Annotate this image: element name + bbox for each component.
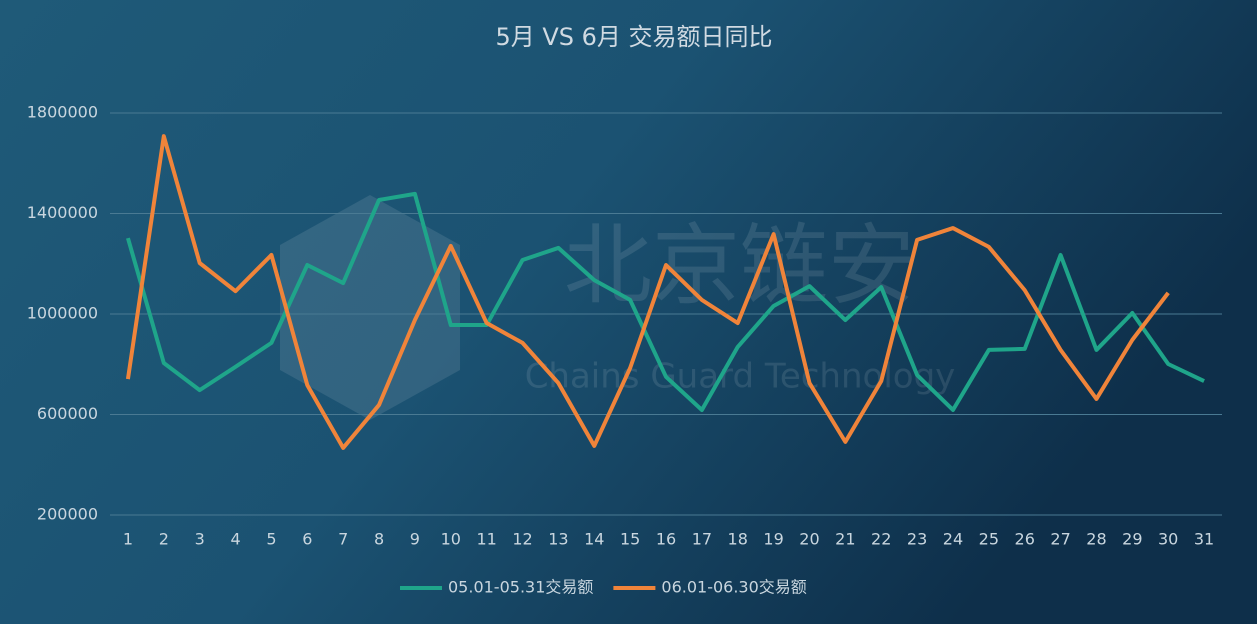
legend-label: 06.01-06.30交易额	[661, 578, 806, 597]
watermark-subtext: Chains Guard Technology	[525, 357, 956, 397]
x-tick-label: 10	[441, 530, 461, 549]
x-tick-label: 31	[1194, 530, 1214, 549]
x-tick-label: 20	[799, 530, 819, 549]
series-line	[125, 134, 1170, 450]
chart-title: 5月 VS 6月 交易额日同比	[495, 23, 772, 51]
y-tick-label: 1000000	[27, 304, 98, 323]
x-tick-label: 28	[1086, 530, 1106, 549]
x-tick-label: 17	[692, 530, 712, 549]
x-tick-label: 22	[871, 530, 891, 549]
x-tick-label: 9	[410, 530, 420, 549]
x-tick-label: 27	[1050, 530, 1070, 549]
series-line	[126, 191, 1205, 412]
x-tick-label: 2	[159, 530, 169, 549]
x-tick-label: 23	[907, 530, 927, 549]
x-tick-label: 25	[979, 530, 999, 549]
x-tick-label: 5	[266, 530, 276, 549]
y-tick-label: 600000	[37, 404, 98, 423]
legend-label: 05.01-05.31交易额	[448, 578, 593, 597]
x-tick-label: 8	[374, 530, 384, 549]
x-tick-label: 15	[620, 530, 640, 549]
watermark-logo	[280, 195, 460, 420]
watermark-text: 北京链安	[564, 214, 916, 317]
y-tick-label: 1800000	[27, 103, 98, 122]
x-tick-label: 4	[230, 530, 240, 549]
x-tick-label: 11	[476, 530, 496, 549]
x-tick-label: 19	[763, 530, 783, 549]
x-tick-label: 13	[548, 530, 568, 549]
x-tick-label: 30	[1158, 530, 1178, 549]
x-tick-label: 3	[195, 530, 205, 549]
x-tick-label: 7	[338, 530, 348, 549]
x-tick-label: 14	[584, 530, 604, 549]
x-tick-label: 12	[512, 530, 532, 549]
y-tick-label: 1400000	[27, 203, 98, 222]
x-tick-label: 24	[943, 530, 963, 549]
x-tick-label: 26	[1015, 530, 1035, 549]
x-tick-label: 6	[302, 530, 312, 549]
x-tick-label: 16	[656, 530, 676, 549]
x-tick-label: 1	[123, 530, 133, 549]
x-tick-label: 21	[835, 530, 855, 549]
x-tick-label: 18	[728, 530, 748, 549]
y-tick-label: 200000	[37, 505, 98, 524]
x-tick-label: 29	[1122, 530, 1142, 549]
